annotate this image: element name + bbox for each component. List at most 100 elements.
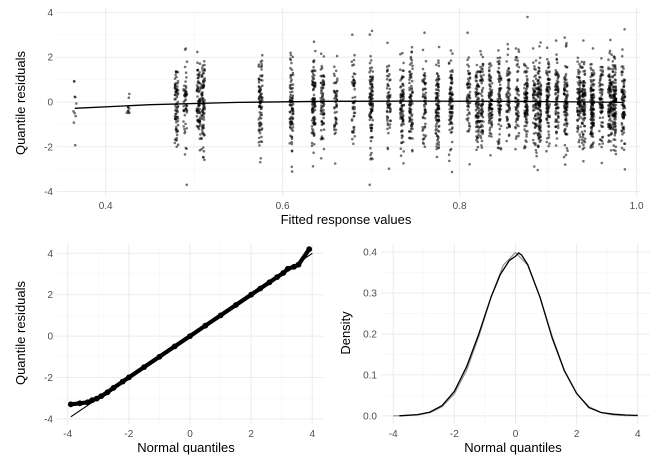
residual-point	[321, 94, 324, 98]
residual-point	[515, 64, 519, 67]
residual-point	[352, 58, 356, 62]
residual-point	[489, 85, 493, 88]
qq-point	[67, 401, 74, 408]
residual-point	[195, 107, 199, 110]
residual-point	[545, 149, 548, 153]
residual-point	[448, 128, 452, 132]
residual-point	[174, 112, 178, 115]
residual-point	[536, 80, 540, 83]
residual-point	[514, 58, 517, 61]
residual-point	[320, 123, 324, 126]
residual-point	[590, 62, 593, 66]
x-axis-label: Normal quantiles	[137, 440, 235, 455]
residual-point	[290, 61, 293, 65]
residual-point	[288, 142, 292, 145]
residual-point	[333, 126, 336, 129]
residual-point	[563, 85, 566, 89]
residual-point	[260, 96, 264, 100]
residual-point	[257, 90, 261, 94]
residual-point	[434, 116, 438, 120]
residual-point	[371, 97, 374, 101]
qq-point	[171, 343, 178, 350]
residual-point	[614, 121, 617, 125]
residual-point	[410, 87, 414, 90]
residual-point	[545, 58, 549, 61]
residual-point	[449, 105, 453, 108]
residual-point	[563, 110, 566, 113]
residual-point	[257, 63, 261, 66]
residual-point	[450, 82, 454, 85]
residual-point	[514, 47, 518, 50]
residual-point	[400, 122, 404, 126]
residual-point	[613, 138, 617, 141]
residual-point	[508, 79, 511, 82]
residual-point	[447, 103, 451, 106]
residual-point	[200, 92, 203, 96]
residual-point	[580, 141, 584, 144]
residual-point	[525, 118, 528, 122]
density-line	[399, 252, 638, 417]
residual-point	[480, 112, 484, 116]
y-tick-label: 0	[47, 98, 53, 109]
residual-point	[410, 50, 413, 54]
x-axis-label: Normal quantiles	[464, 440, 562, 455]
residual-point	[260, 105, 264, 109]
residual-point	[310, 69, 314, 73]
residual-point	[435, 155, 439, 159]
residual-point	[369, 59, 373, 62]
residual-point	[608, 84, 612, 88]
residual-point	[614, 86, 617, 89]
residual-point	[320, 135, 324, 138]
residual-point	[468, 163, 471, 166]
x-tick-label: 2	[574, 429, 580, 440]
residual-point	[202, 124, 205, 128]
residual-point	[609, 80, 613, 84]
residual-point	[622, 148, 626, 152]
residual-point	[312, 93, 316, 97]
residual-point	[475, 63, 479, 67]
residual-point	[481, 55, 485, 59]
residual-point	[434, 129, 438, 132]
residual-point	[475, 90, 479, 93]
residual-point	[508, 87, 512, 91]
residual-point	[475, 148, 478, 152]
residual-point	[498, 133, 501, 136]
residual-point	[319, 52, 323, 55]
residual-point	[525, 112, 529, 115]
residual-point	[369, 136, 372, 139]
residual-point	[257, 141, 261, 144]
residual-point	[436, 111, 440, 114]
residual-point	[532, 141, 536, 145]
residual-point	[514, 55, 518, 59]
residual-point	[290, 68, 294, 72]
residual-point	[517, 131, 521, 135]
residual-point	[436, 137, 440, 140]
residual-point	[564, 64, 567, 68]
residual-point	[411, 127, 414, 131]
residual-point	[476, 135, 480, 139]
residual-point	[579, 116, 582, 119]
residual-point	[566, 84, 569, 88]
residual-point	[320, 108, 323, 112]
residual-point	[352, 84, 356, 88]
residual-point	[288, 57, 292, 60]
residual-point	[499, 124, 503, 128]
residual-point	[554, 39, 558, 42]
residual-point	[580, 66, 584, 69]
residual-point	[468, 96, 472, 100]
residual-point	[197, 125, 200, 128]
residual-point	[534, 131, 538, 135]
residual-point	[620, 73, 624, 77]
residual-point	[515, 135, 518, 138]
residual-point	[592, 141, 595, 144]
residual-point	[335, 98, 339, 101]
density-lines	[393, 251, 638, 417]
residual-point	[310, 141, 314, 145]
residual-point	[202, 155, 205, 159]
residual-point	[201, 107, 205, 111]
residual-point	[312, 40, 316, 43]
residual-point	[534, 143, 537, 147]
residual-point	[565, 78, 568, 81]
residual-point	[583, 72, 587, 75]
residual-point	[290, 142, 294, 146]
